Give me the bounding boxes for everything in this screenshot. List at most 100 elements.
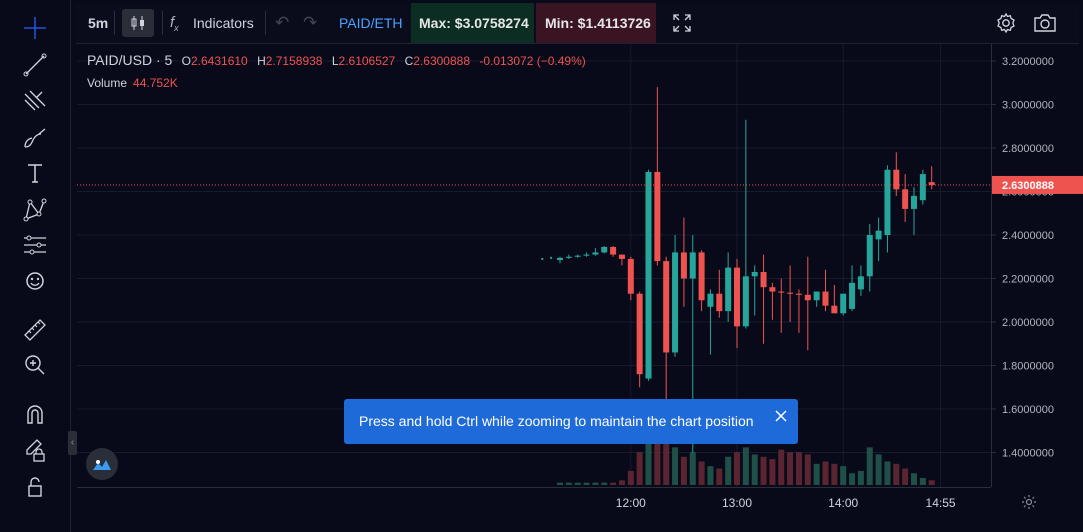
lock-draw-icon[interactable] (22, 437, 48, 463)
price-tick-label: 2.2000000 (1002, 274, 1054, 286)
fib-icon[interactable] (22, 88, 48, 114)
price-tick-label: 1.6000000 (1002, 404, 1054, 416)
volume-bar (787, 452, 794, 485)
candle-body (919, 174, 926, 201)
volume-bar (849, 473, 856, 485)
volume-bar (610, 482, 617, 485)
interval-button[interactable]: 5m (88, 15, 109, 31)
candle-body (778, 291, 785, 293)
candle-body (813, 291, 820, 301)
candle-body (928, 182, 935, 185)
magnet-icon[interactable] (22, 401, 48, 427)
time-tick-label: 12:00 (616, 496, 646, 510)
candle-body (601, 246, 608, 253)
symbol-label[interactable]: PAID/USD · 5 (87, 52, 173, 68)
volume-bar (795, 452, 802, 485)
close-value: 2.6300888 (413, 54, 470, 68)
toolbar-divider (265, 11, 266, 35)
time-tick-label: 13:00 (722, 496, 752, 510)
price-tick-label: 3.2000000 (1002, 56, 1054, 68)
candle-body (627, 258, 634, 294)
candle-body (725, 267, 732, 312)
volume-bar (645, 433, 652, 485)
volume-bar (601, 482, 608, 485)
pre-session-dot (550, 256, 553, 259)
emoji-icon[interactable] (22, 268, 48, 294)
candle-body (849, 282, 856, 309)
candle-body (574, 255, 581, 257)
candle-body (663, 261, 670, 353)
close-key: C (404, 54, 414, 68)
close-icon[interactable] (774, 409, 788, 423)
price-tick-label: 2.4000000 (1002, 230, 1054, 242)
volume-bar (636, 452, 643, 485)
toolbar-divider (114, 11, 115, 35)
max-price-badge: Max: $3.0758274 (411, 3, 534, 43)
candle-body (893, 169, 900, 190)
volume-bar (884, 461, 891, 485)
text-icon[interactable] (22, 160, 48, 186)
time-axis[interactable]: 12:00 13:00 14:00 14:55 (77, 487, 991, 518)
volume-bar (760, 456, 767, 485)
volume-bar (751, 454, 758, 485)
price-tick-label: 1.8000000 (1002, 361, 1054, 373)
volume-bar (654, 405, 661, 485)
drawing-toolbar (0, 0, 71, 532)
candle-body (698, 252, 705, 301)
candle-body (583, 254, 590, 256)
volume-bar (707, 466, 714, 485)
candle-body (742, 276, 749, 327)
lock-icon[interactable] (22, 474, 48, 500)
volume-bar (565, 482, 572, 485)
fullscreen-icon[interactable] (672, 9, 692, 37)
price-tick-label: 2.0000000 (1002, 317, 1054, 329)
candle-body (636, 293, 643, 375)
volume-row: Volume 44.752K (87, 75, 586, 91)
volume-bar (822, 461, 829, 485)
volume-bar (840, 466, 847, 485)
logo-cloud-icon (93, 460, 111, 470)
candle-body (565, 256, 572, 258)
indicators-fx-icon[interactable]: fx (170, 14, 179, 33)
candle-body (804, 294, 811, 301)
redo-icon[interactable]: ↷ (303, 13, 318, 32)
settings-gear-icon[interactable] (995, 9, 1017, 37)
chart-type-button[interactable] (122, 9, 154, 37)
volume-bar (902, 468, 909, 485)
prediction-icon[interactable] (22, 232, 48, 258)
price-tick-label: 3.0000000 (1002, 100, 1054, 112)
volume-bar (742, 447, 749, 485)
snapshot-camera-icon[interactable] (1033, 9, 1057, 37)
indicators-button[interactable]: Indicators (193, 15, 254, 31)
zoom-hint-toast: Press and hold Ctrl while zooming to mai… (344, 399, 798, 444)
volume-label[interactable]: Volume (87, 76, 128, 90)
zoom-in-icon[interactable] (22, 352, 48, 378)
volume-bar (893, 463, 900, 485)
volume-bar (592, 482, 599, 485)
crosshair-icon[interactable] (22, 15, 48, 41)
pair-toggle[interactable]: PAID/ETH (339, 15, 403, 31)
trend-line-icon[interactable] (22, 52, 48, 78)
axis-settings-icon[interactable] (1021, 494, 1037, 515)
ruler-icon[interactable] (22, 317, 48, 343)
pre-session-dot (541, 257, 544, 260)
tradingview-logo[interactable] (86, 448, 118, 480)
high-value: 2.7158938 (265, 54, 323, 68)
candle-body (672, 252, 679, 353)
brush-icon[interactable] (22, 125, 48, 151)
price-axis[interactable]: 3.20000003.00000002.80000002.60000002.40… (991, 44, 1083, 487)
volume-bar (919, 477, 926, 485)
volume-bar (618, 480, 625, 485)
volume-bar (813, 463, 820, 485)
pattern-icon[interactable] (22, 197, 48, 223)
price-scale: 3.20000003.00000002.80000002.60000002.40… (992, 56, 1083, 460)
toolbar-collapse-handle[interactable]: ‹ (68, 431, 77, 455)
volume-bar (627, 470, 634, 485)
candle-body (822, 291, 829, 306)
undo-icon[interactable]: ↶ (275, 13, 290, 32)
volume-bar (734, 452, 740, 485)
toast-message: Press and hold Ctrl while zooming to mai… (359, 413, 754, 429)
volume-bar (866, 447, 873, 485)
min-price-badge: Min: $1.4113726 (536, 3, 656, 43)
